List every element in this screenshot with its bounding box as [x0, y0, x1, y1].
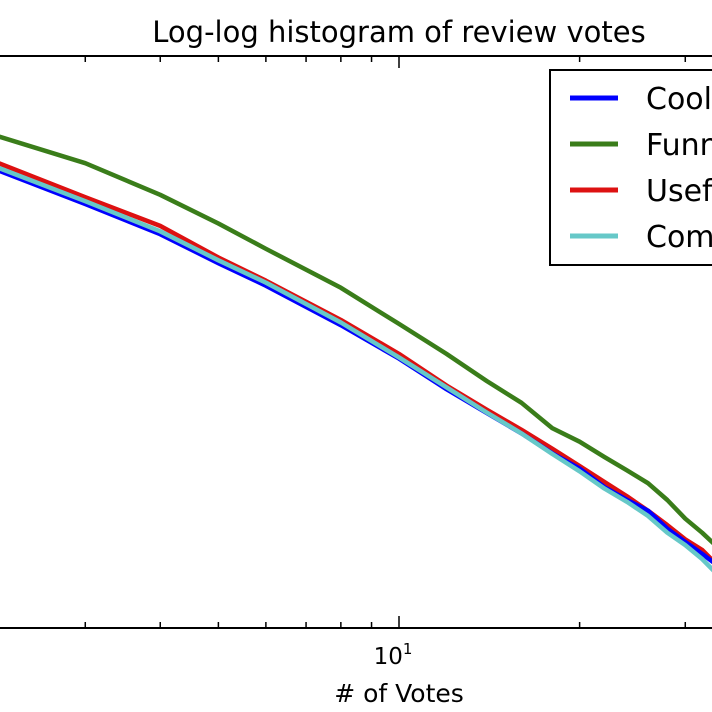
legend-label-useful: Useful	[646, 174, 712, 209]
legend-label-cool: Cool	[646, 82, 712, 117]
axes-frame	[0, 55, 712, 629]
legend-label-comb: Comb	[646, 220, 712, 255]
series-layer	[0, 134, 712, 573]
series-line-funny	[0, 134, 712, 545]
legend-label-funny: Funny	[646, 128, 712, 163]
legend-box	[549, 69, 712, 266]
series-line-comb	[0, 166, 712, 573]
chart-title: Log-log histogram of review votes	[152, 15, 645, 49]
x-tick-label: 101	[374, 640, 413, 670]
legend: Cool Funny Useful Comb	[549, 69, 712, 266]
x-axis-label: # of Votes	[334, 679, 464, 708]
tick-layer: 101	[84, 56, 687, 670]
